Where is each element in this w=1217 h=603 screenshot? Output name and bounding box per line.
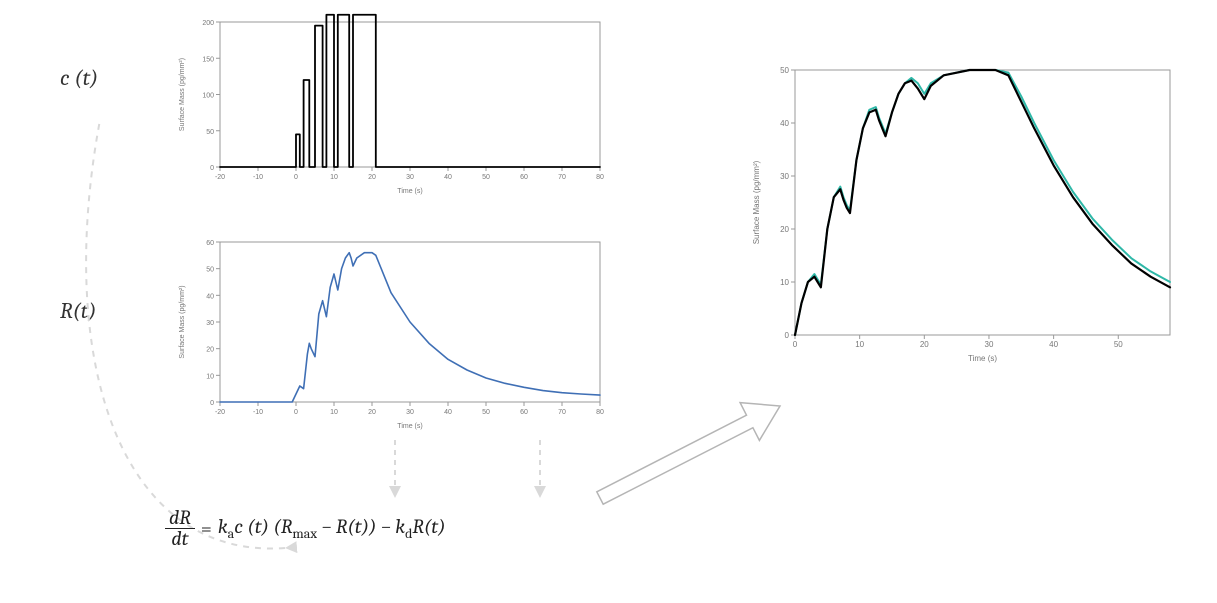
svg-text:20: 20 — [780, 225, 789, 234]
svg-text:0: 0 — [294, 409, 298, 416]
svg-text:0: 0 — [793, 340, 798, 349]
svg-text:200: 200 — [202, 20, 214, 27]
svg-text:80: 80 — [596, 174, 604, 181]
figure-stage: c (t) R(t) -20-1001020304050607080050100… — [0, 0, 1217, 603]
svg-text:10: 10 — [330, 409, 338, 416]
svg-text:40: 40 — [444, 174, 452, 181]
svg-text:Time (s): Time (s) — [968, 354, 997, 363]
svg-text:Surface Mass (pg/mm²): Surface Mass (pg/mm²) — [179, 285, 186, 358]
eq-mid2: − R(t)) − k — [317, 515, 405, 538]
svg-text:20: 20 — [206, 347, 214, 354]
svg-text:Time (s): Time (s) — [397, 423, 422, 430]
svg-text:70: 70 — [558, 409, 566, 416]
chart-rt: -20 -10 0 10 20 30 40 50 60 70 80 0 10 20 30 40 50 60 Time… — [165, 232, 615, 437]
svg-text:40: 40 — [780, 119, 789, 128]
svg-text:0: 0 — [210, 400, 214, 407]
svg-text:60: 60 — [520, 174, 528, 181]
svg-text:70: 70 — [558, 174, 566, 181]
svg-text:60: 60 — [520, 409, 528, 416]
svg-text:50: 50 — [482, 174, 490, 181]
svg-text:Time (s): Time (s) — [397, 188, 422, 195]
label-rt: R(t) — [60, 298, 96, 324]
svg-text:10: 10 — [330, 174, 338, 181]
svg-text:50: 50 — [206, 129, 214, 136]
svg-text:30: 30 — [985, 340, 994, 349]
svg-text:20: 20 — [368, 409, 376, 416]
svg-text:-10: -10 — [253, 174, 263, 181]
svg-text:50: 50 — [1114, 340, 1123, 349]
svg-text:30: 30 — [406, 409, 414, 416]
chart-ct: -20 -10 0 10 20 30 40 50 60 70 80 0 50 100 150 200 Time … — [165, 12, 615, 202]
svg-text:40: 40 — [1049, 340, 1058, 349]
svg-text:150: 150 — [202, 56, 214, 63]
svg-text:0: 0 — [785, 331, 790, 340]
svg-text:Surface Mass (pg/mm²): Surface Mass (pg/mm²) — [179, 58, 186, 131]
svg-text:-10: -10 — [253, 409, 263, 416]
svg-text:-20: -20 — [215, 409, 225, 416]
svg-text:40: 40 — [206, 293, 214, 300]
svg-text:30: 30 — [780, 172, 789, 181]
svg-text:0: 0 — [294, 174, 298, 181]
svg-text:100: 100 — [202, 93, 214, 100]
svg-text:60: 60 — [206, 240, 214, 247]
svg-text:10: 10 — [780, 278, 789, 287]
equation: dR dt = kac (t) (Rmax − R(t)) − kdR(t) — [165, 508, 446, 549]
svg-text:20: 20 — [920, 340, 929, 349]
eq-frac-den: dt — [165, 529, 195, 549]
svg-text:0: 0 — [210, 165, 214, 172]
svg-text:50: 50 — [780, 66, 789, 75]
eq-tail: R(t) — [412, 515, 445, 538]
chart-fit: 0 10 20 30 40 50 0 10 20 30 40 50 Time (s) Surface Ma… — [740, 60, 1190, 380]
label-ct: c (t) — [60, 65, 98, 91]
eq-k1: k — [218, 515, 228, 538]
eq-frac-num: dR — [165, 508, 195, 529]
svg-text:10: 10 — [855, 340, 864, 349]
svg-text:80: 80 — [596, 409, 604, 416]
eq-eq: = — [201, 517, 212, 540]
svg-text:50: 50 — [482, 409, 490, 416]
svg-text:-20: -20 — [215, 174, 225, 181]
eq-sub-max: max — [292, 525, 317, 542]
eq-mid1: c (t) (R — [234, 515, 292, 538]
svg-text:Surface Mass (pg/mm²): Surface Mass (pg/mm²) — [752, 160, 761, 244]
svg-text:20: 20 — [368, 174, 376, 181]
svg-text:30: 30 — [406, 174, 414, 181]
svg-text:40: 40 — [444, 409, 452, 416]
svg-text:10: 10 — [206, 373, 214, 380]
svg-text:50: 50 — [206, 267, 214, 274]
svg-text:30: 30 — [206, 320, 214, 327]
